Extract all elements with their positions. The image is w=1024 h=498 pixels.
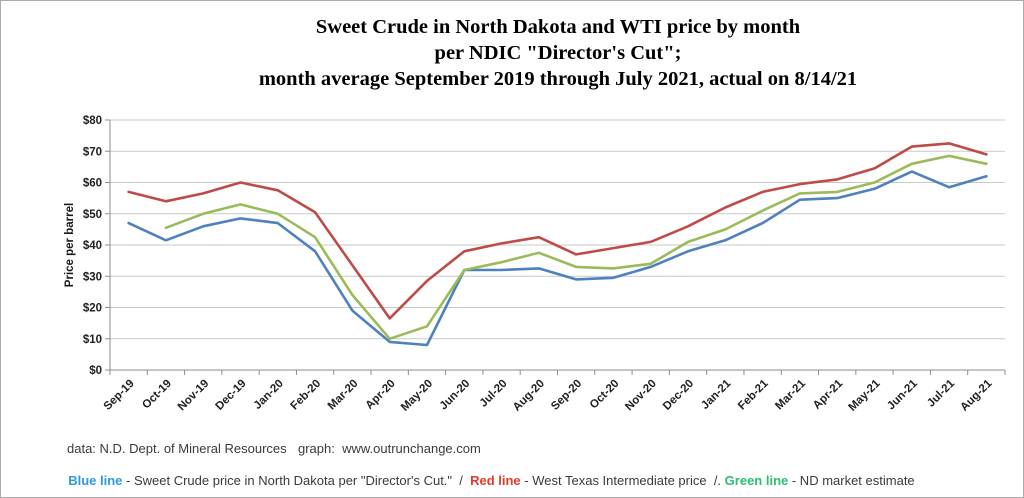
x-axis-label: Nov-19 bbox=[176, 378, 212, 414]
x-axis-label: Sep-19 bbox=[102, 378, 137, 413]
y-axis-label: $40 bbox=[83, 240, 102, 252]
graph-credit-note: graph: www.outrunchange.com bbox=[298, 441, 481, 456]
x-axis-label: Apr-20 bbox=[364, 378, 398, 412]
y-axis-label: $60 bbox=[83, 178, 102, 190]
legend-green-label: Green line bbox=[724, 473, 789, 488]
y-axis-label: $20 bbox=[83, 303, 102, 315]
x-axis-label: Jun-21 bbox=[885, 377, 920, 412]
x-axis-label: Oct-20 bbox=[588, 378, 622, 412]
legend-note: Blue line - Sweet Crude price in North D… bbox=[61, 458, 915, 488]
series-line-sweet-crude-price-in-north-dakota bbox=[127, 170, 988, 347]
chart-title-line2: per NDIC "Director's Cut"; bbox=[434, 42, 682, 64]
x-axis-label: Jun-20 bbox=[438, 378, 473, 413]
x-axis-label: Jan-21 bbox=[699, 377, 734, 412]
x-axis-label: Nov-20 bbox=[623, 378, 659, 414]
legend-green-desc: - ND market estimate bbox=[788, 473, 915, 488]
y-axis-label: $50 bbox=[83, 209, 102, 221]
legend-red-label: Red line bbox=[470, 473, 521, 488]
x-axis-label: Sep-20 bbox=[549, 378, 584, 413]
x-axis-label: Mar-21 bbox=[773, 377, 808, 412]
x-axis-label: Aug-20 bbox=[511, 378, 547, 414]
legend-blue-label: Blue line bbox=[68, 473, 123, 488]
legend-red-desc: - West Texas Intermediate price /. bbox=[520, 473, 725, 488]
x-axis-label: Jul-20 bbox=[478, 378, 510, 410]
y-axis-label: $30 bbox=[83, 271, 102, 283]
x-axis-label: Mar-20 bbox=[326, 378, 361, 413]
series-line-west-texas-intermediate-price bbox=[127, 142, 988, 320]
x-axis-label: Jan-20 bbox=[252, 378, 286, 412]
x-axis-label: May-20 bbox=[399, 378, 435, 414]
x-axis-label: Aug-21 bbox=[958, 377, 994, 413]
legend-blue-desc: - Sweet Crude price in North Dakota per … bbox=[122, 473, 471, 488]
chart-title-line1: Sweet Crude in North Dakota and WTI pric… bbox=[315, 16, 801, 38]
y-axis-label: $10 bbox=[83, 334, 102, 346]
x-axis-label: Jul-21 bbox=[925, 377, 957, 409]
x-axis-label: Feb-20 bbox=[289, 378, 324, 413]
chart-title-line3: month average September 2019 through Jul… bbox=[258, 68, 858, 90]
x-axis-label: May-21 bbox=[847, 377, 883, 413]
x-axis-label: Apr-21 bbox=[811, 377, 846, 412]
series-line-nd-market-estimate bbox=[164, 154, 988, 341]
y-axis-label: $80 bbox=[83, 115, 102, 127]
x-axis-label: Feb-21 bbox=[736, 377, 771, 412]
y-axis-label: $70 bbox=[83, 146, 102, 158]
y-axis-title: Price per barrel bbox=[64, 202, 76, 288]
x-axis-label: Oct-19 bbox=[140, 378, 174, 412]
x-axis-label: Dec-19 bbox=[213, 378, 248, 413]
chart-title: Sweet Crude in North Dakota and WTI pric… bbox=[110, 14, 1006, 92]
x-axis-label: Dec-20 bbox=[661, 378, 696, 413]
y-axis-label: $0 bbox=[89, 365, 102, 377]
data-source-note: data: N.D. Dept. of Mineral Resources bbox=[67, 441, 287, 456]
